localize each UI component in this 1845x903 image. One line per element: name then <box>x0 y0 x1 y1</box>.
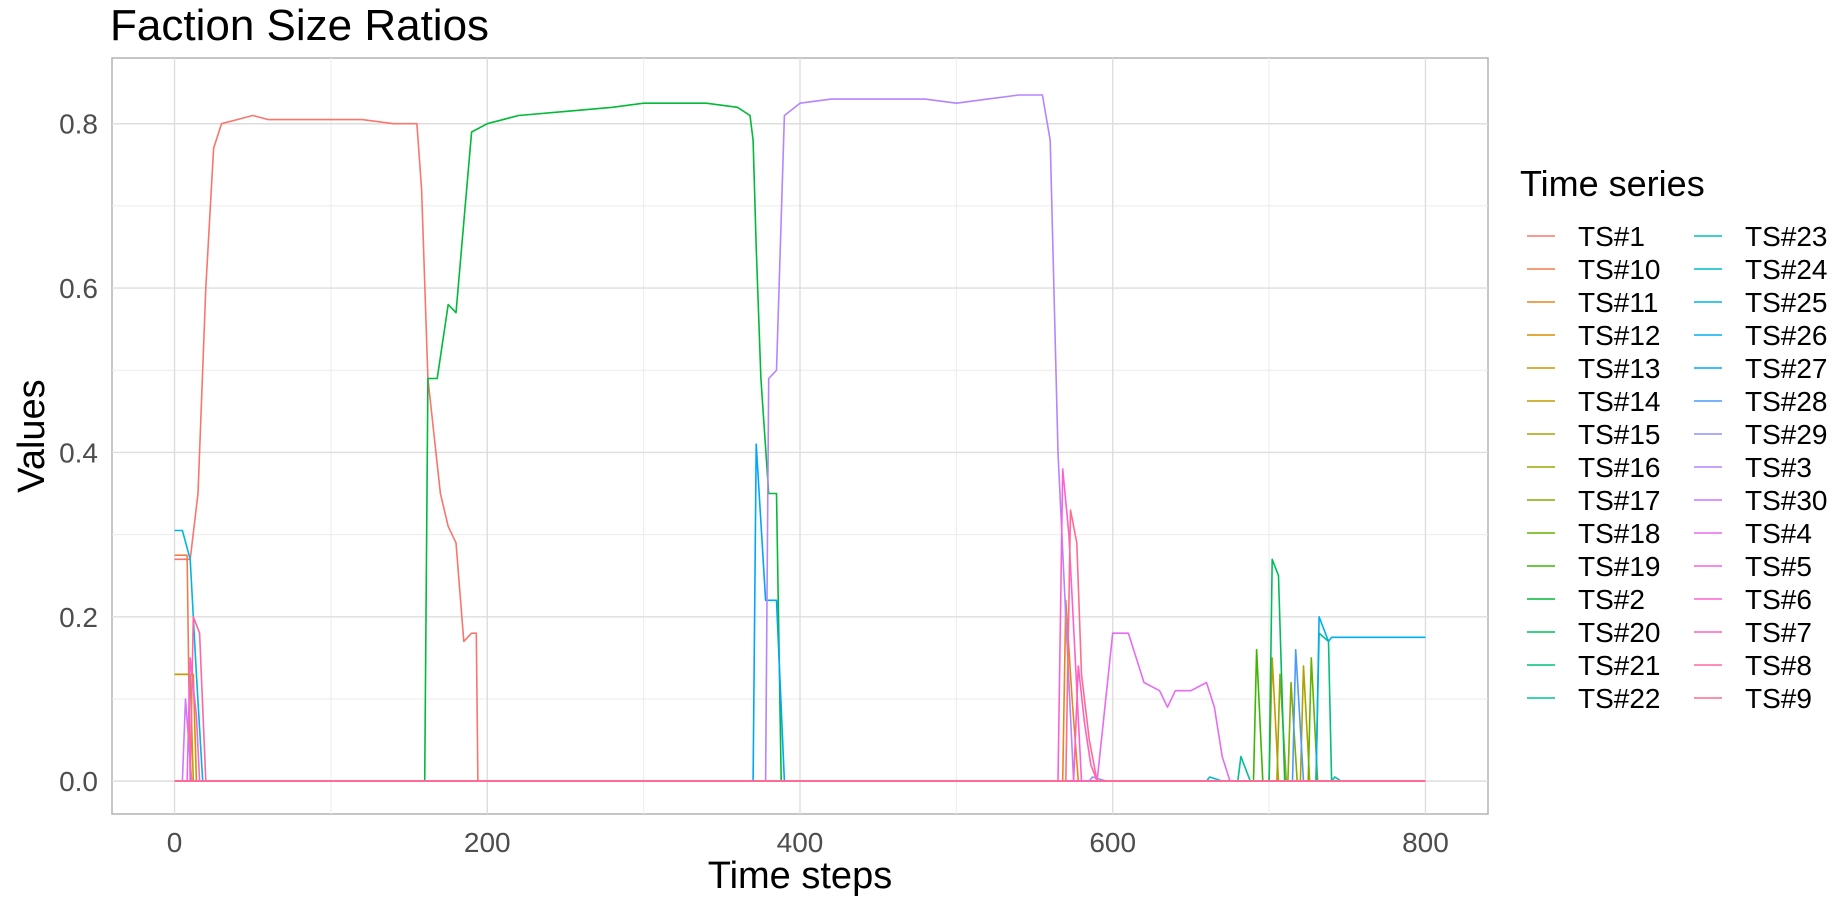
x-tick-label: 0 <box>167 827 183 858</box>
legend-label: TS#29 <box>1745 419 1828 450</box>
legend-label: TS#22 <box>1578 683 1661 714</box>
legend: Time series TS#1TS#10TS#11TS#12TS#13TS#1… <box>1520 163 1828 714</box>
y-tick-label: 0.2 <box>59 602 98 633</box>
legend-label: TS#6 <box>1745 584 1812 615</box>
legend-item: TS#15 <box>1527 419 1661 450</box>
legend-item: TS#7 <box>1694 617 1812 648</box>
legend-label: TS#10 <box>1578 254 1661 285</box>
legend-item: TS#5 <box>1694 551 1812 582</box>
legend-label: TS#12 <box>1578 320 1661 351</box>
series-line-ts-1 <box>174 114 1426 782</box>
legend-item: TS#21 <box>1527 650 1661 681</box>
series-lines <box>174 94 1426 782</box>
legend-item: TS#25 <box>1694 287 1828 318</box>
legend-label: TS#3 <box>1745 452 1812 483</box>
legend-label: TS#4 <box>1745 518 1812 549</box>
y-tick-label: 0.4 <box>59 437 98 468</box>
legend-item: TS#9 <box>1694 683 1812 714</box>
legend-item: TS#3 <box>1694 452 1812 483</box>
legend-item: TS#12 <box>1527 320 1661 351</box>
legend-label: TS#7 <box>1745 617 1812 648</box>
legend-item: TS#8 <box>1694 650 1812 681</box>
y-axis-title: Values <box>11 379 53 492</box>
legend-label: TS#15 <box>1578 419 1661 450</box>
chart-title: Faction Size Ratios <box>110 1 489 50</box>
legend-item: TS#29 <box>1694 419 1828 450</box>
legend-label: TS#23 <box>1745 221 1828 252</box>
legend-items: TS#1TS#10TS#11TS#12TS#13TS#14TS#15TS#16T… <box>1527 221 1828 714</box>
legend-item: TS#14 <box>1527 386 1661 417</box>
legend-item: TS#19 <box>1527 551 1661 582</box>
x-tick-label: 200 <box>464 827 511 858</box>
legend-item: TS#10 <box>1527 254 1661 285</box>
x-axis-ticks: 0 200 400 600 800 <box>167 827 1449 858</box>
legend-label: TS#2 <box>1578 584 1645 615</box>
legend-item: TS#22 <box>1527 683 1661 714</box>
legend-item: TS#1 <box>1527 221 1645 252</box>
legend-label: TS#11 <box>1578 287 1658 318</box>
legend-item: TS#4 <box>1694 518 1812 549</box>
legend-label: TS#30 <box>1745 485 1828 516</box>
legend-label: TS#20 <box>1578 617 1661 648</box>
legend-item: TS#18 <box>1527 518 1661 549</box>
legend-item: TS#28 <box>1694 386 1828 417</box>
legend-label: TS#17 <box>1578 485 1661 516</box>
legend-item: TS#2 <box>1527 584 1645 615</box>
legend-label: TS#25 <box>1745 287 1828 318</box>
y-tick-label: 0.0 <box>59 766 98 797</box>
series-line-ts-2 <box>174 102 1426 782</box>
legend-label: TS#18 <box>1578 518 1661 549</box>
legend-label: TS#24 <box>1745 254 1828 285</box>
legend-item: TS#24 <box>1694 254 1828 285</box>
legend-label: TS#19 <box>1578 551 1661 582</box>
legend-label: TS#5 <box>1745 551 1812 582</box>
series-line-ts-4 <box>174 632 1426 782</box>
x-tick-label: 600 <box>1089 827 1136 858</box>
x-tick-label: 800 <box>1402 827 1449 858</box>
legend-label: TS#26 <box>1745 320 1828 351</box>
y-tick-label: 0.6 <box>59 273 98 304</box>
legend-item: TS#11 <box>1527 287 1658 318</box>
legend-item: TS#20 <box>1527 617 1661 648</box>
legend-label: TS#28 <box>1745 386 1828 417</box>
legend-label: TS#27 <box>1745 353 1828 384</box>
series-line-ts-3 <box>174 94 1426 782</box>
legend-item: TS#6 <box>1694 584 1812 615</box>
legend-item: TS#26 <box>1694 320 1828 351</box>
series-line-ts-9 <box>174 509 1426 782</box>
legend-title: Time series <box>1520 163 1705 204</box>
legend-item: TS#30 <box>1694 485 1828 516</box>
legend-item: TS#16 <box>1527 452 1661 483</box>
legend-item: TS#17 <box>1527 485 1661 516</box>
y-tick-label: 0.8 <box>59 109 98 140</box>
legend-label: TS#16 <box>1578 452 1661 483</box>
legend-item: TS#27 <box>1694 353 1828 384</box>
legend-item: TS#23 <box>1694 221 1828 252</box>
legend-label: TS#9 <box>1745 683 1812 714</box>
legend-item: TS#13 <box>1527 353 1661 384</box>
x-axis-title: Time steps <box>708 855 892 897</box>
y-axis-ticks: 0.0 0.2 0.4 0.6 0.8 <box>59 109 98 797</box>
legend-label: TS#14 <box>1578 386 1661 417</box>
legend-label: TS#21 <box>1578 650 1661 681</box>
x-tick-label: 400 <box>777 827 824 858</box>
legend-label: TS#8 <box>1745 650 1812 681</box>
legend-label: TS#13 <box>1578 353 1661 384</box>
legend-label: TS#1 <box>1578 221 1645 252</box>
